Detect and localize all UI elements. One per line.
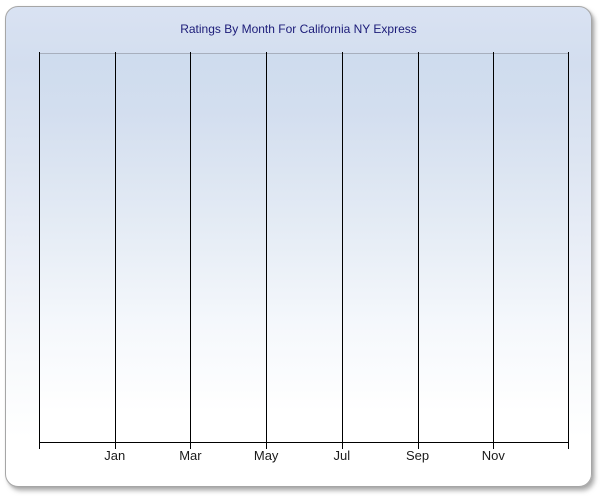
chart-title: Ratings By Month For California NY Expre…	[180, 22, 417, 36]
vertical-gridline	[190, 52, 192, 449]
x-tick-label: Jan	[104, 448, 126, 463]
vertical-gridline	[493, 52, 495, 449]
chart-panel: Ratings By Month For California NY Expre…	[5, 6, 592, 487]
x-tick-label: Sep	[405, 448, 430, 463]
x-axis-labels: Jan Mar May Jul Sep Nov	[39, 447, 569, 465]
vertical-gridline	[341, 52, 343, 449]
x-tick-label: Nov	[481, 448, 505, 463]
vertical-gridline	[114, 52, 116, 449]
vertical-gridline	[39, 52, 40, 449]
x-tick-label: Mar	[179, 448, 202, 463]
vertical-gridline	[266, 52, 268, 449]
vertical-gridline	[568, 52, 569, 449]
plot-area	[39, 52, 569, 449]
x-tick-label: Jul	[333, 448, 351, 463]
x-tick-label: May	[253, 448, 279, 463]
vertical-gridline	[417, 52, 419, 449]
x-axis-line	[39, 442, 569, 443]
